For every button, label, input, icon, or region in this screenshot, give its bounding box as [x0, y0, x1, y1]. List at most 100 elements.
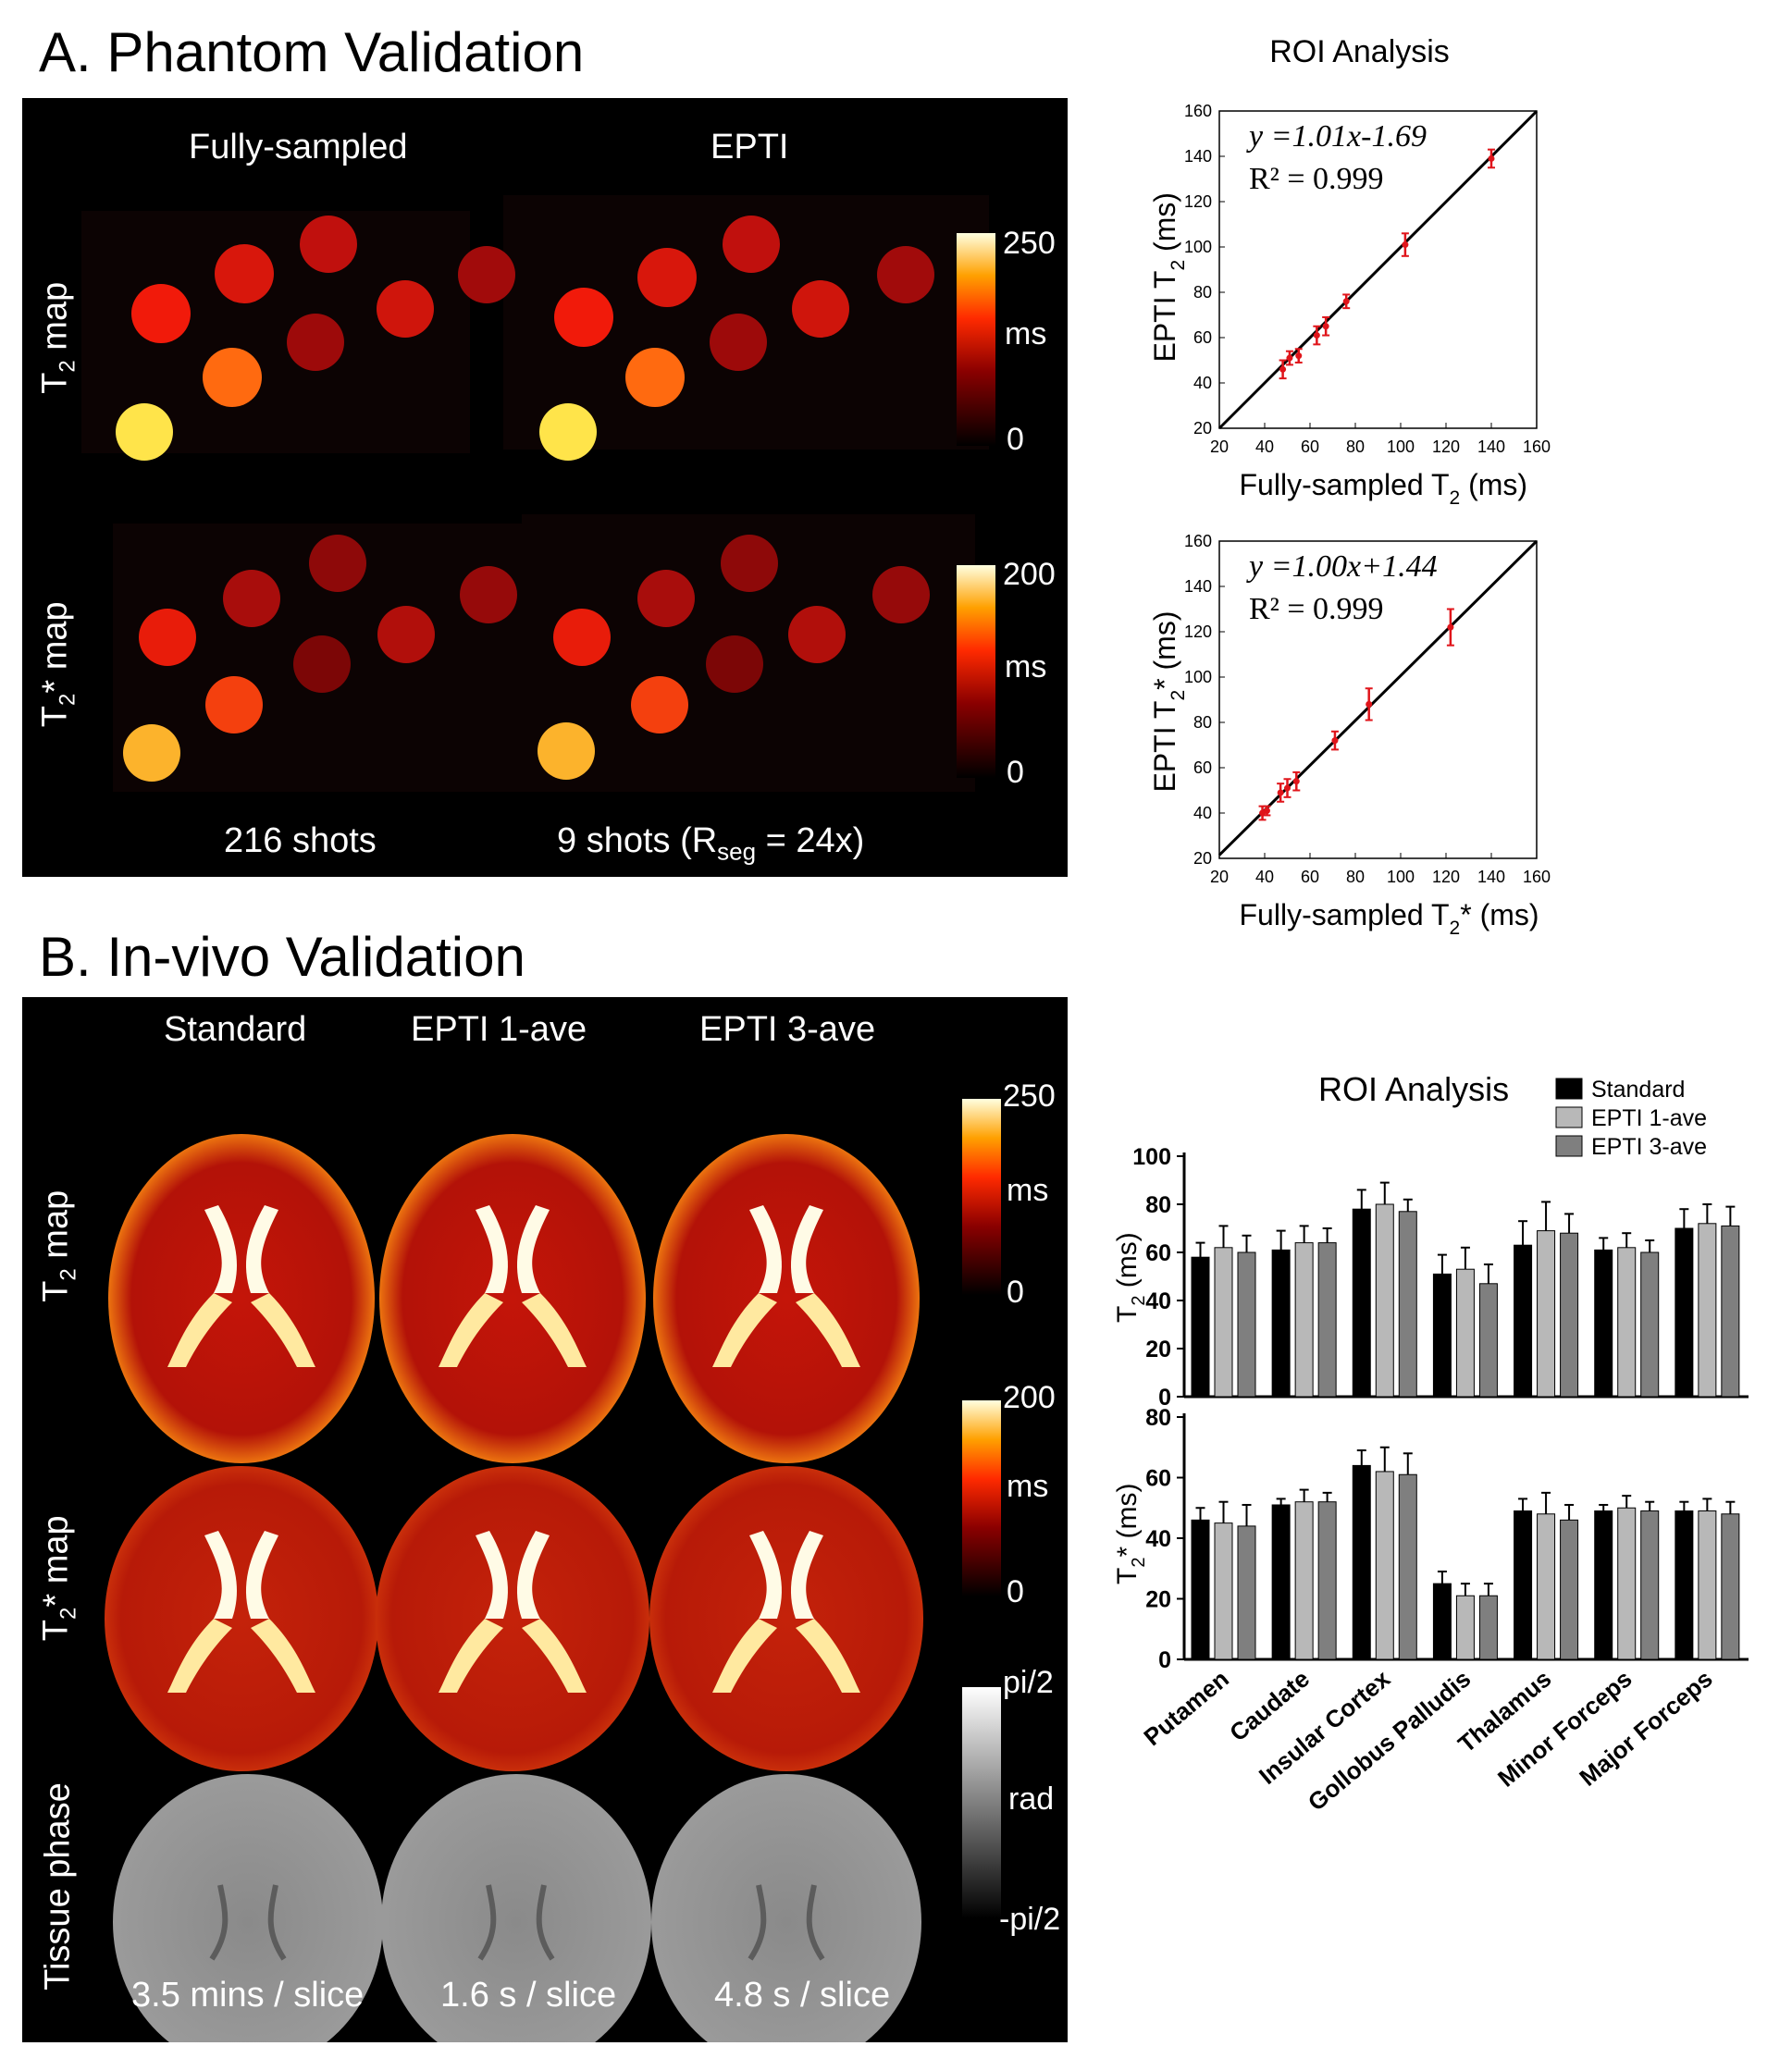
- r-squared: R² = 0.999: [1249, 592, 1384, 626]
- x-tick-label: 120: [1432, 868, 1460, 886]
- bar: [1432, 1273, 1452, 1398]
- phase-brain-epti1: [381, 1774, 651, 2042]
- phantom-panel: Fully-sampled EPTI T2 map T2* map 250 ms…: [22, 98, 1068, 877]
- b-phase-cb-unit: rad: [1008, 1781, 1055, 1817]
- y-tick-label: 160: [1184, 532, 1212, 550]
- bar: [1214, 1522, 1233, 1660]
- t2s-full-phantoms: [123, 535, 517, 782]
- legend-label: EPTI 1-ave: [1591, 1105, 1707, 1131]
- y-tick-label: 120: [1184, 192, 1212, 211]
- bar: [1478, 1283, 1498, 1398]
- fit-equation: y =1.01x-1.69: [1246, 119, 1427, 154]
- t2-brain-epti3: [653, 1134, 920, 1463]
- data-point: [1277, 789, 1284, 796]
- bar: [1191, 1256, 1210, 1398]
- t2s-cb-max: 200: [1003, 557, 1056, 592]
- invivo-panel: Standard EPTI 1-ave EPTI 3-ave T2 map T2…: [22, 997, 1068, 2042]
- bar: [1675, 1227, 1694, 1398]
- x-tick-label: 160: [1523, 438, 1551, 456]
- y-tick-label: 80: [1193, 713, 1212, 732]
- y-tick-label: 160: [1184, 102, 1212, 120]
- data-point: [1286, 354, 1293, 362]
- t2-brain-standard: [108, 1134, 375, 1463]
- y-tick-label: 100: [1184, 668, 1212, 686]
- bar: [1640, 1251, 1660, 1398]
- legend-swatch: [1555, 1135, 1583, 1157]
- data-point: [1402, 241, 1409, 249]
- data-point: [1313, 332, 1320, 339]
- t2s-epti-phantoms: [538, 535, 930, 780]
- data-point: [1342, 298, 1350, 305]
- t2s-brain-epti3: [649, 1466, 923, 1771]
- t2s-brain-epti1: [376, 1466, 649, 1771]
- bar: [1375, 1471, 1394, 1660]
- col-fully-sampled: Fully-sampled: [189, 128, 408, 166]
- bar: [1721, 1513, 1740, 1660]
- x-tick-label: 60: [1301, 438, 1319, 456]
- shots-epti: 9 shots (Rseg = 24x): [557, 821, 865, 866]
- scatter-title: ROI Analysis: [1269, 34, 1450, 69]
- bar: [1514, 1510, 1533, 1660]
- y-tick-label: 140: [1184, 147, 1212, 166]
- t2-brain-epti1: [379, 1134, 646, 1463]
- t2-colorbar: [957, 233, 995, 446]
- bar: [1514, 1244, 1533, 1398]
- y-tick-label: 0: [1158, 1647, 1171, 1673]
- bar: [1352, 1208, 1371, 1398]
- y-tick-label: 20: [1145, 1337, 1171, 1362]
- x-tick-label: 140: [1477, 868, 1505, 886]
- y-tick-label: 20: [1193, 849, 1212, 868]
- y-tick-label: 80: [1145, 1192, 1171, 1218]
- y-tick-label: 0: [1158, 1385, 1171, 1411]
- data-point: [1447, 623, 1454, 631]
- col-epti: EPTI: [711, 128, 789, 166]
- y-tick-label: 40: [1193, 374, 1212, 392]
- col-standard: Standard: [164, 1010, 307, 1049]
- bar-chart-title: ROI Analysis: [1318, 1070, 1509, 1108]
- section-a-title: A. Phantom Validation: [39, 21, 585, 83]
- bar: [1675, 1510, 1694, 1660]
- t2s-cb-min: 0: [1007, 755, 1024, 790]
- b-t2s-cb-max: 200: [1003, 1380, 1056, 1415]
- phantom-maps: [81, 195, 995, 792]
- brain-maps: [105, 1099, 1001, 2042]
- x-tick-label: 80: [1346, 438, 1365, 456]
- fit-line: [1217, 110, 1539, 430]
- bar: [1237, 1525, 1256, 1660]
- bar: [1617, 1507, 1637, 1660]
- shots-fully-sampled: 216 shots: [224, 821, 377, 860]
- b-t2-cb-unit: ms: [1007, 1173, 1049, 1208]
- b-t2s-cb-unit: ms: [1007, 1469, 1049, 1504]
- bar: [1594, 1510, 1613, 1660]
- x-axis-label: Fully-sampled T2* (ms): [1240, 898, 1539, 939]
- bar: [1317, 1242, 1337, 1398]
- x-tick-label: 80: [1346, 868, 1365, 886]
- t2-cb-min: 0: [1007, 422, 1024, 457]
- x-tick-label: 100: [1387, 868, 1415, 886]
- t2-cb-max: 250: [1003, 226, 1056, 261]
- row-t2-map-label: T2 map: [35, 281, 80, 394]
- time-epti-3ave: 4.8 s / slice: [714, 1976, 891, 2015]
- data-point: [1488, 154, 1495, 162]
- fit-equation: y =1.00x+1.44: [1246, 549, 1438, 584]
- y-axis-label: EPTI T2* (ms): [1148, 611, 1189, 793]
- y-tick-label: 40: [1193, 804, 1212, 822]
- data-point: [1284, 784, 1291, 792]
- bar: [1294, 1501, 1314, 1660]
- bar: [1191, 1519, 1210, 1660]
- y-tick-label: 60: [1193, 758, 1212, 777]
- bar: [1721, 1225, 1740, 1398]
- r-squared: R² = 0.999: [1249, 162, 1384, 196]
- col-epti-1ave: EPTI 1-ave: [411, 1010, 587, 1049]
- bar: [1214, 1247, 1233, 1398]
- plot-frame: [1218, 540, 1538, 859]
- b-t2s-colorbar: [962, 1400, 1001, 1596]
- b-row-t2-label: T2 map: [36, 1189, 81, 1302]
- data-point: [1366, 700, 1373, 708]
- y-tick-label: 60: [1193, 328, 1212, 347]
- bar: [1455, 1268, 1475, 1398]
- bar: [1317, 1501, 1337, 1660]
- section-b-title: B. In-vivo Validation: [39, 926, 525, 988]
